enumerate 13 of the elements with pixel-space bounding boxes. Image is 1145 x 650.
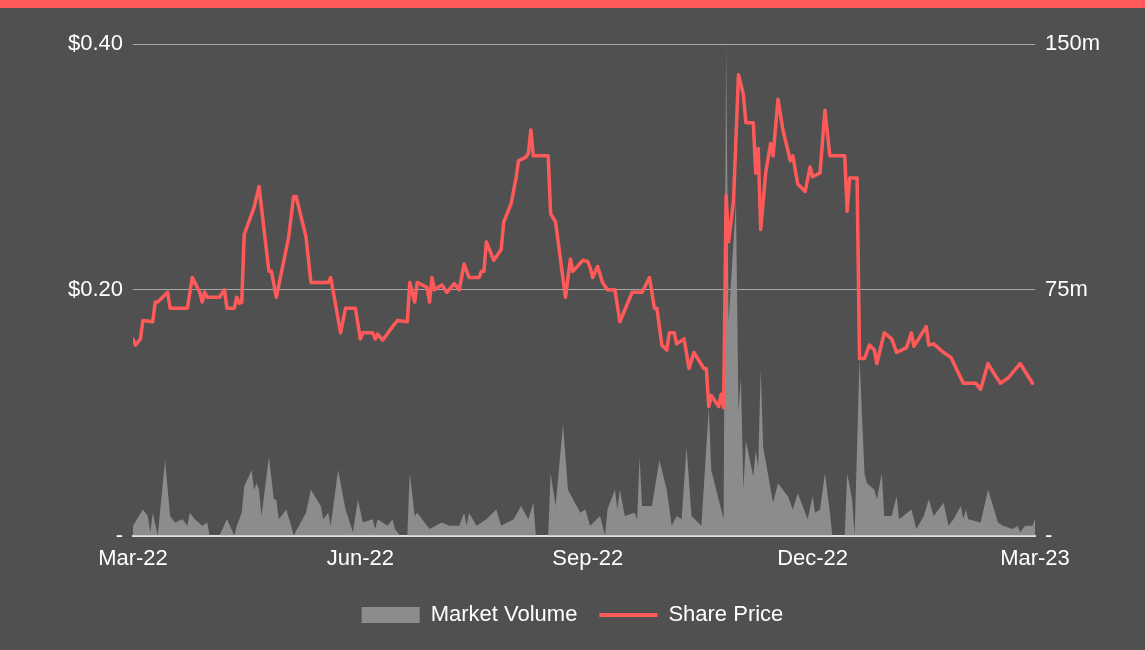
y2-tick-label: - (1045, 521, 1053, 547)
legend-label: Share Price (668, 601, 784, 627)
y2-tick-label: 150m (1045, 30, 1101, 56)
x-tick-label: Dec-22 (777, 544, 849, 570)
legend-label: Market Volume (430, 601, 578, 627)
y-tick-label: $0.20 (67, 275, 123, 301)
x-tick-label: Mar-22 (98, 544, 168, 570)
x-tick-label: Sep-22 (552, 544, 624, 570)
x-tick-label: Jun-22 (326, 544, 394, 570)
y-tick-label: $0.40 (67, 30, 123, 56)
x-tick-label: Mar-23 (1000, 544, 1070, 570)
y-tick-label: - (115, 521, 123, 547)
y2-tick-label: 75m (1045, 275, 1088, 301)
